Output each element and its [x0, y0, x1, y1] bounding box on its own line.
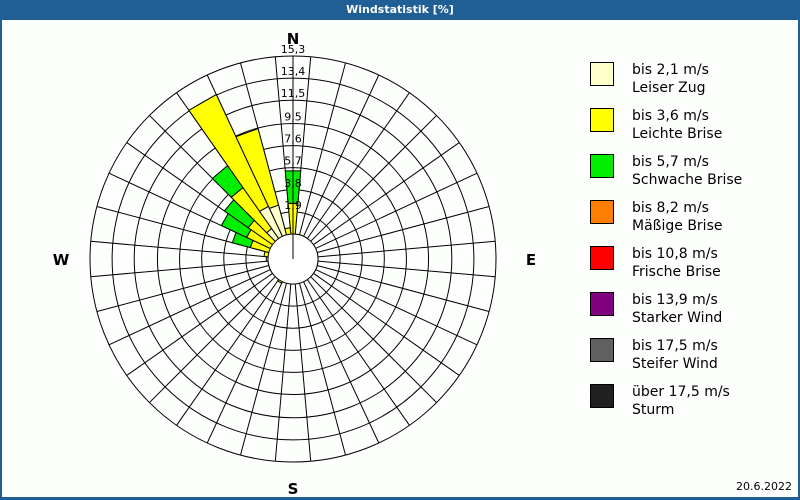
- legend-label: bis 5,7 m/s Schwache Brise: [632, 154, 743, 188]
- svg-text:13,4: 13,4: [281, 65, 306, 78]
- legend-swatch: [590, 200, 614, 224]
- legend-label: über 17,5 m/s Sturm: [632, 384, 730, 418]
- legend-swatch: [590, 154, 614, 178]
- wind-rose-chart: 1,9 3,8 5,7 7,6 9,5 11,5 13,4 15,3N S W E: [53, 30, 536, 497]
- compass-s: S: [288, 480, 299, 497]
- compass-e: E: [526, 251, 536, 269]
- legend-swatch: [590, 108, 614, 132]
- svg-text:3,8: 3,8: [284, 177, 302, 190]
- compass-n: N: [287, 30, 300, 48]
- legend-swatch: [590, 384, 614, 408]
- date-label: 20.6.2022: [736, 480, 792, 493]
- legend-label: bis 3,6 m/s Leichte Brise: [632, 108, 723, 142]
- legend-swatch: [590, 292, 614, 316]
- svg-text:9,5: 9,5: [284, 110, 302, 123]
- legend-swatch: [590, 62, 614, 86]
- svg-text:5,7: 5,7: [284, 155, 302, 168]
- legend-swatch: [590, 338, 614, 362]
- legend-label: bis 13,9 m/s Starker Wind: [632, 292, 723, 326]
- compass-w: W: [53, 251, 70, 269]
- legend-label: bis 10,8 m/s Frische Brise: [632, 246, 721, 280]
- chart-panel: 1,9 3,8 5,7 7,6 9,5 11,5 13,4 15,3 N S W E bis 2,1 …: [2, 20, 798, 497]
- legend-label: bis 17,5 m/s Steifer Wind: [632, 338, 718, 372]
- legend-label: bis 8,2 m/s Mäßige Brise: [632, 200, 723, 234]
- legend-swatch: [590, 246, 614, 270]
- svg-text:7,6: 7,6: [284, 133, 302, 146]
- svg-text:1,9: 1,9: [284, 199, 302, 212]
- svg-text:11,5: 11,5: [281, 87, 306, 100]
- legend-label: bis 2,1 m/s Leiser Zug: [632, 62, 709, 96]
- window-title: Windstatistik [%]: [0, 0, 800, 20]
- svg-text:15,3: 15,3: [281, 43, 306, 56]
